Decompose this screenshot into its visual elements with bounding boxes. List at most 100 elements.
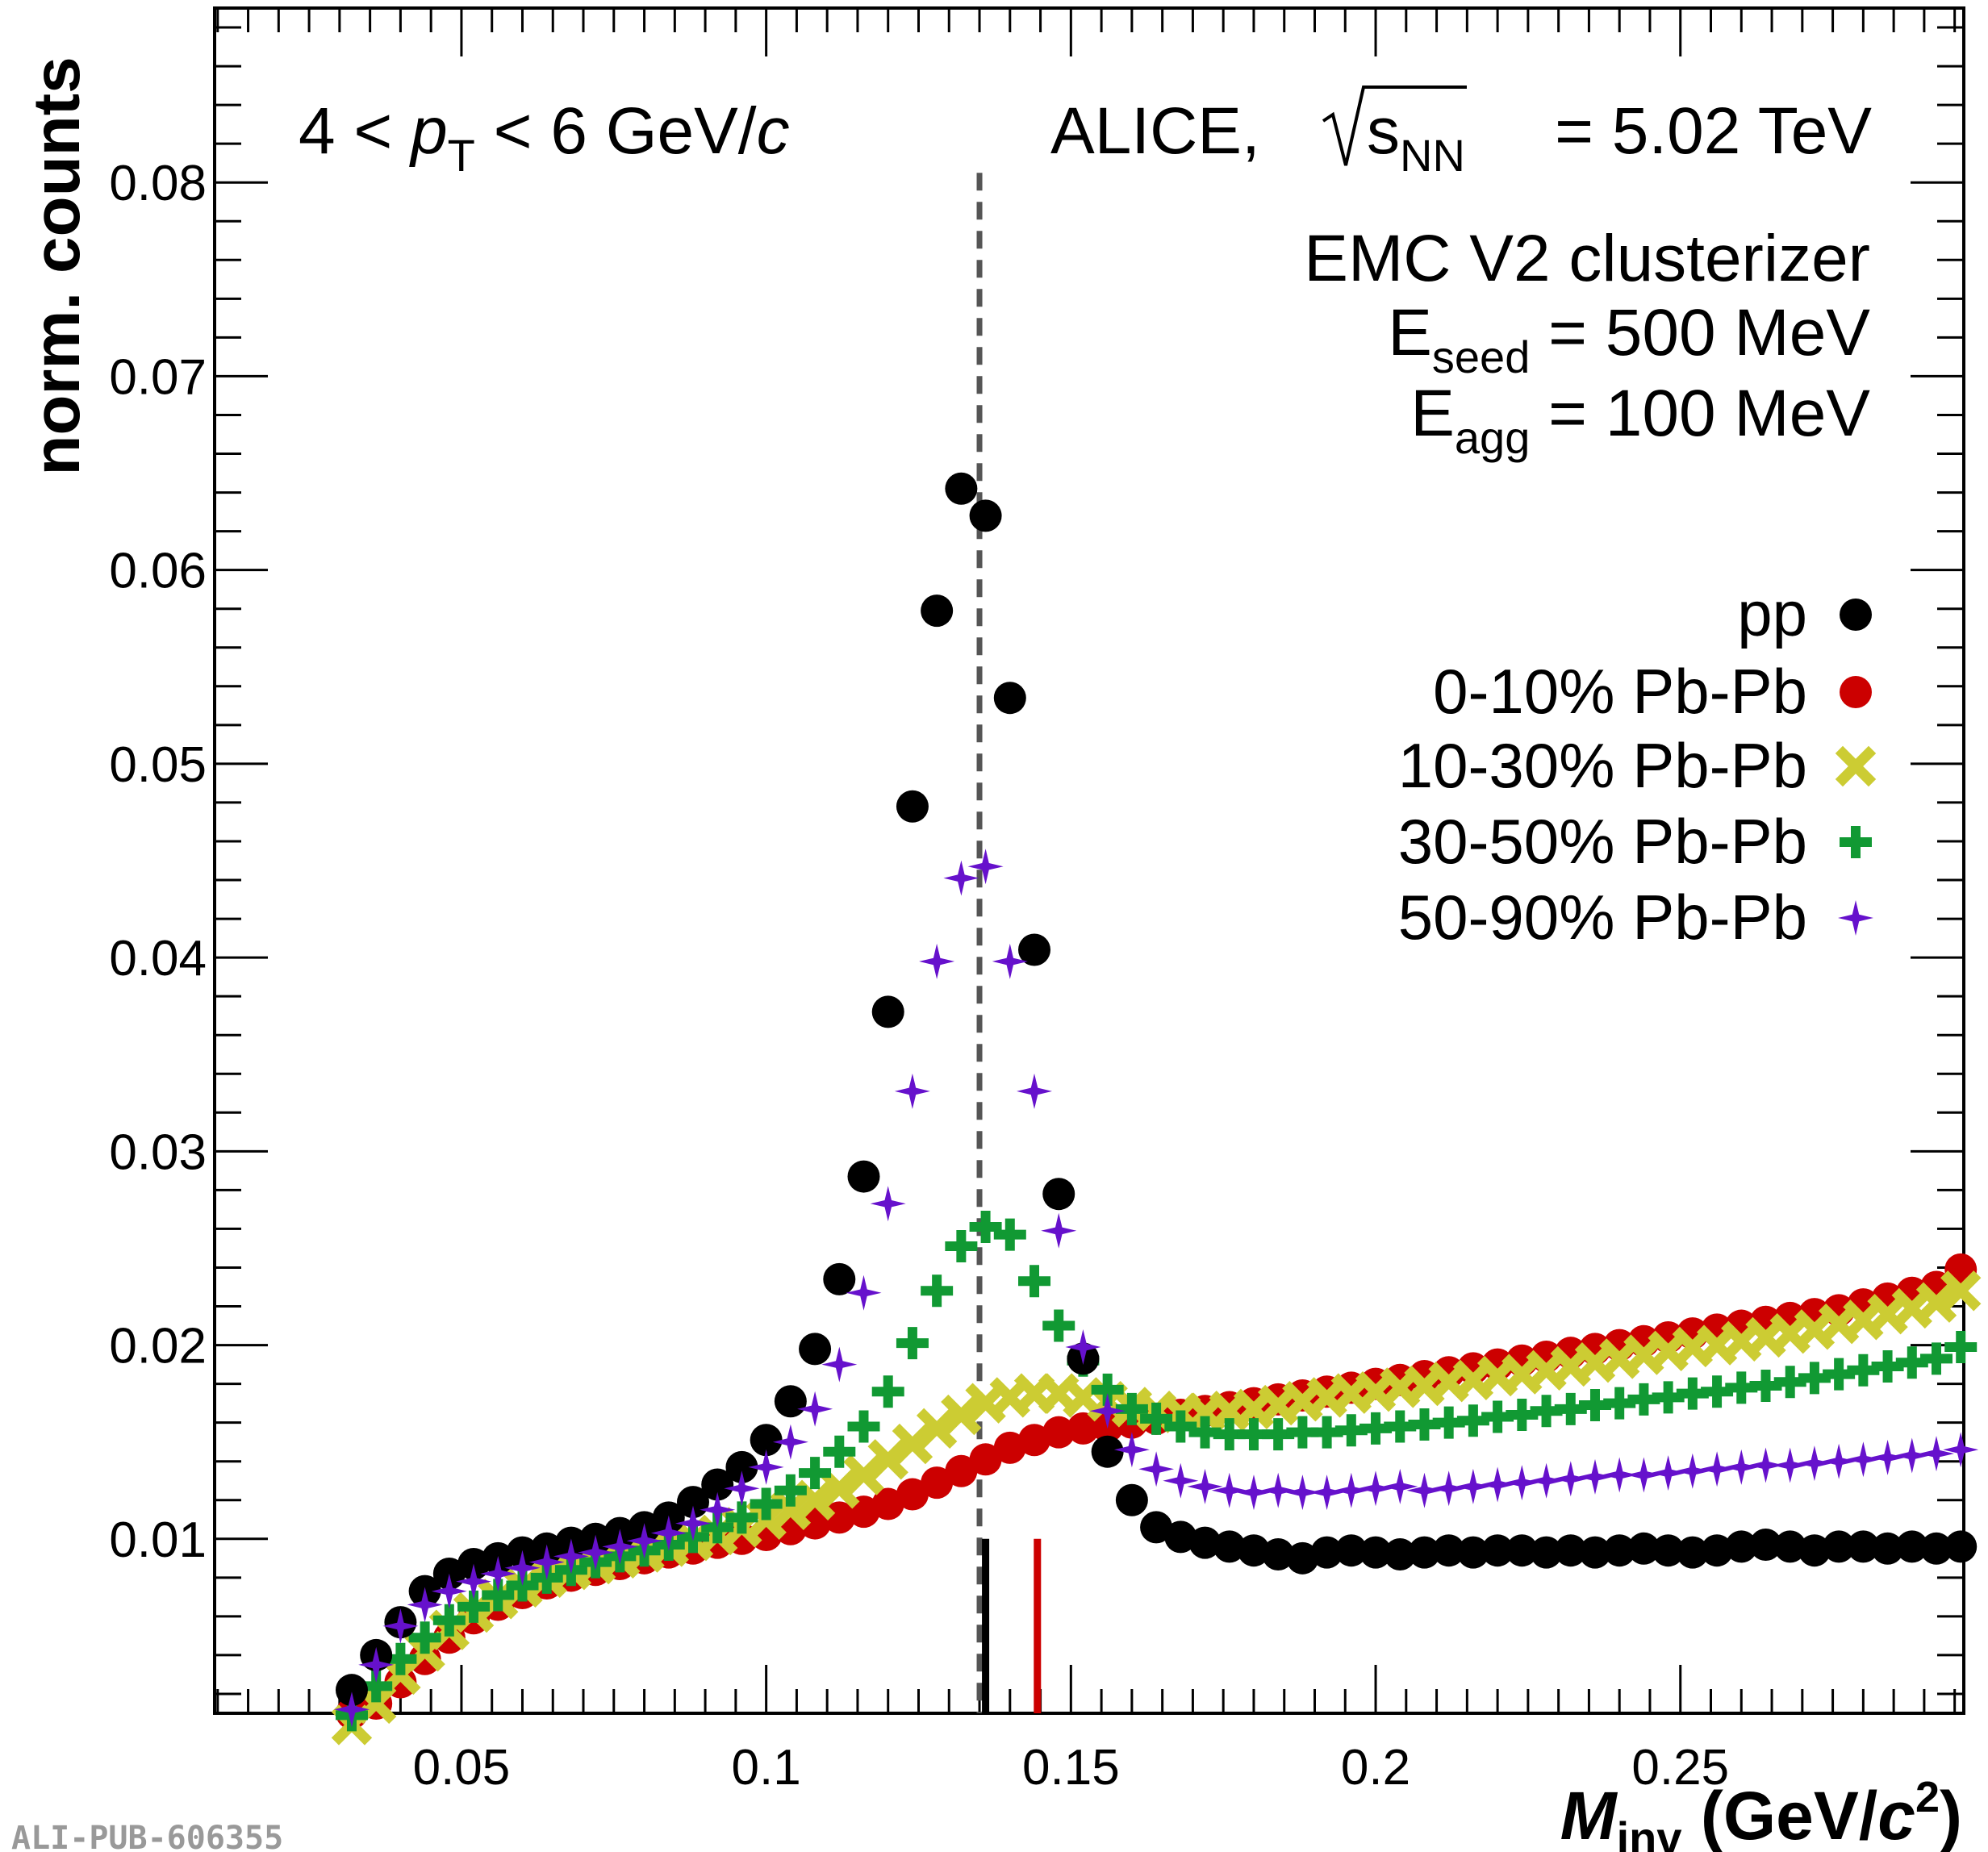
- data-point: [626, 1523, 662, 1559]
- data-point: [1018, 1265, 1051, 1298]
- data-point: [1699, 1451, 1735, 1487]
- data-point: [1773, 1530, 1806, 1563]
- data-point: [823, 1262, 856, 1295]
- data-point: [1915, 1282, 1957, 1323]
- svg-text:ALICE,: ALICE,: [1050, 94, 1260, 168]
- data-point: [1138, 1451, 1175, 1487]
- data-point: [408, 1621, 441, 1654]
- data-point: [1748, 1447, 1784, 1483]
- data-point: [1262, 1538, 1295, 1571]
- data-point: [1042, 1178, 1075, 1211]
- data-point: [1772, 1447, 1808, 1483]
- data-point: [1164, 1520, 1197, 1554]
- data-point: [1042, 1416, 1075, 1449]
- svg-text:sNN: sNN: [1367, 94, 1465, 181]
- data-point: [871, 995, 904, 1028]
- x-tick-label: 0.2: [1341, 1740, 1410, 1796]
- data-point: [1455, 1468, 1491, 1504]
- data-point: [1041, 1212, 1077, 1249]
- data-point: [919, 943, 955, 979]
- data-point: [456, 1563, 491, 1600]
- data-point: [1823, 1530, 1856, 1563]
- svg-text:= 5.02 TeV: = 5.02 TeV: [1555, 94, 1872, 168]
- data-point: [725, 1501, 758, 1534]
- series-10-30-pb-pb: [331, 1270, 1982, 1746]
- data-point: [1845, 1441, 1881, 1478]
- data-point: [1480, 1466, 1516, 1503]
- data-point: [1895, 1530, 1928, 1563]
- data-point: [553, 1538, 589, 1575]
- data-point: [1943, 1432, 1979, 1468]
- data-point: [1871, 1532, 1904, 1565]
- data-point: [1798, 1534, 1831, 1567]
- data-point: [1237, 1534, 1270, 1567]
- data-point: [1504, 1465, 1540, 1501]
- legend-marker: [1840, 676, 1872, 708]
- pt-range-label: 4 < pT < 6 GeV/c: [299, 94, 790, 181]
- x-tick-labels: 0.05 0.1 0.15 0.2 0.25: [413, 1740, 1729, 1796]
- data-point: [1723, 1449, 1760, 1485]
- data-point: [408, 1642, 441, 1675]
- data-point: [1528, 1462, 1564, 1499]
- data-point: [1676, 1536, 1709, 1569]
- data-point: [1065, 1329, 1101, 1365]
- data-point: [871, 1487, 904, 1520]
- legend-marker: [1840, 599, 1872, 631]
- y-tick-label: 0.01: [109, 1512, 207, 1568]
- legend-label: 30-50% Pb-Pb: [1398, 806, 1807, 877]
- data-point: [894, 1073, 930, 1109]
- eseed-label: Eseed = 500 MeV: [1388, 296, 1870, 382]
- data-point: [870, 1186, 906, 1222]
- data-point: [1382, 1468, 1418, 1504]
- data-point: [945, 1230, 978, 1263]
- data-point: [1650, 1455, 1686, 1491]
- data-point: [700, 1491, 736, 1528]
- data-point: [675, 1505, 711, 1541]
- data-point: [821, 1346, 858, 1383]
- data-point: [921, 594, 954, 628]
- data-point: [602, 1529, 638, 1565]
- data-point: [1286, 1541, 1319, 1575]
- legend-item: 10-30% Pb-Pb: [1398, 730, 1877, 801]
- data-point: [943, 860, 979, 896]
- legend-marker: [1840, 826, 1872, 858]
- data-point: [1163, 1462, 1199, 1499]
- x-tick-label: 0.15: [1022, 1740, 1120, 1796]
- data-point: [1920, 1532, 1953, 1565]
- data-point: [1603, 1534, 1636, 1567]
- data-point: [1140, 1402, 1173, 1435]
- data-point: [1406, 1472, 1443, 1508]
- data-point: [1578, 1536, 1611, 1569]
- data-point: [1869, 1439, 1906, 1475]
- data-point: [1333, 1472, 1369, 1508]
- data-point: [993, 682, 1026, 715]
- annotations: 4 < pT < 6 GeV/c ALICE, sNN = 5.02 TeV E…: [299, 86, 1872, 463]
- data-point: [847, 1160, 880, 1193]
- data-point: [1334, 1534, 1368, 1567]
- data-point: [1627, 1532, 1660, 1565]
- data-point: [992, 943, 1028, 979]
- data-point: [1091, 1435, 1124, 1468]
- data-point: [1821, 1443, 1857, 1479]
- data-point: [1187, 1468, 1223, 1504]
- legend-label: 50-90% Pb-Pb: [1398, 882, 1807, 953]
- legend-label: 10-30% Pb-Pb: [1398, 730, 1807, 801]
- clusterizer-label: EMC V2 clusterizer: [1304, 222, 1870, 295]
- data-point: [993, 1431, 1026, 1464]
- data-point: [843, 1454, 884, 1495]
- data-point: [941, 1394, 982, 1436]
- data-series: [331, 472, 1982, 1746]
- y-tick-label: 0.06: [109, 544, 207, 599]
- watermark-label: ALI-PUB-606355: [11, 1820, 283, 1852]
- data-point: [1506, 1534, 1539, 1567]
- data-point: [724, 1470, 760, 1507]
- data-point: [1018, 933, 1051, 966]
- data-point: [1577, 1458, 1613, 1495]
- data-point: [967, 849, 1004, 885]
- data-point: [1432, 1534, 1465, 1567]
- data-point: [1652, 1534, 1685, 1567]
- data-point: [1920, 1342, 1953, 1375]
- data-point: [1847, 1530, 1880, 1563]
- data-point: [504, 1550, 541, 1586]
